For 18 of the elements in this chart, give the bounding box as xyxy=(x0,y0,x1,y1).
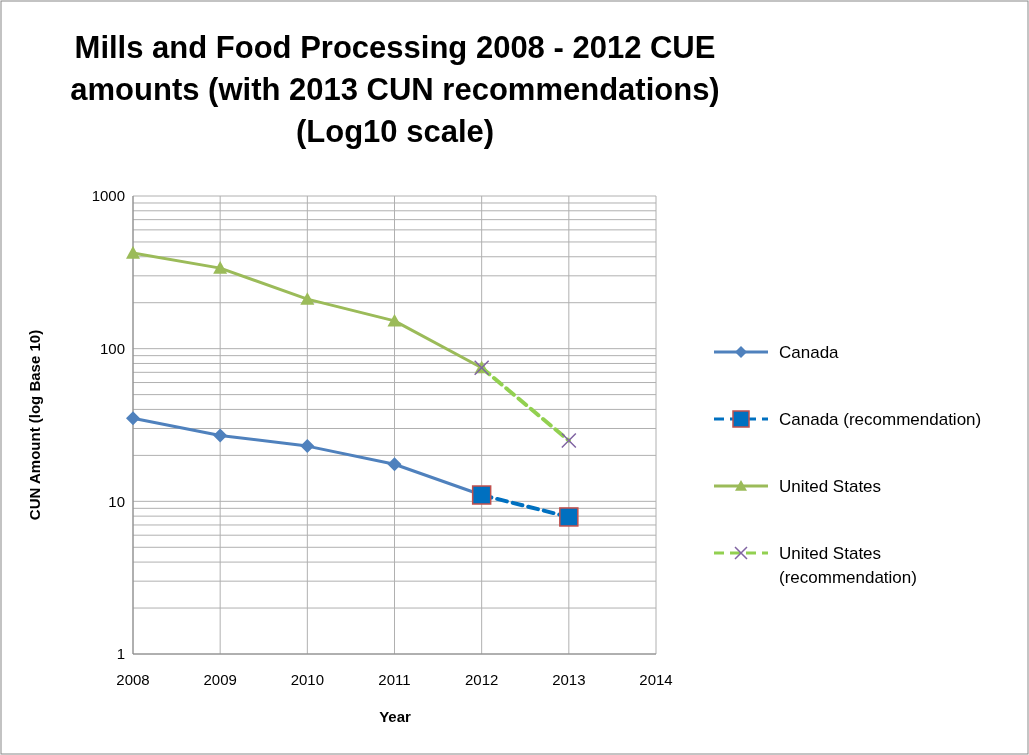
y-tick-label: 100 xyxy=(99,339,125,357)
x-tick-label: 2011 xyxy=(378,671,411,688)
x-tick-label: 2008 xyxy=(116,671,150,688)
legend-label: United States (recommendation) xyxy=(779,543,917,587)
legend-label: Canada xyxy=(779,342,840,362)
x-tick-label: 2013 xyxy=(552,671,586,688)
x-tick-label: 2012 xyxy=(464,671,499,688)
y-tick-label: 1 xyxy=(116,645,125,663)
y-tick-label: 1000 xyxy=(91,187,125,205)
x-tick-label: 2009 xyxy=(203,671,237,688)
legend-label: Canada (recommendation) xyxy=(779,409,982,429)
x-tick-label: 2010 xyxy=(290,671,325,688)
y-axis-title: CUN Amount (log Base 10) xyxy=(26,329,43,521)
x-tick-label: 2014 xyxy=(639,671,673,688)
legend-label: United States xyxy=(779,476,882,496)
x-axis-title: Year xyxy=(379,708,412,725)
y-tick-label: 10 xyxy=(108,492,125,510)
chart-title: Mills and Food Processing 2008 - 2012 CUE amounts (with 2013 CUN recommendations) (Log10 scale) xyxy=(70,30,720,149)
